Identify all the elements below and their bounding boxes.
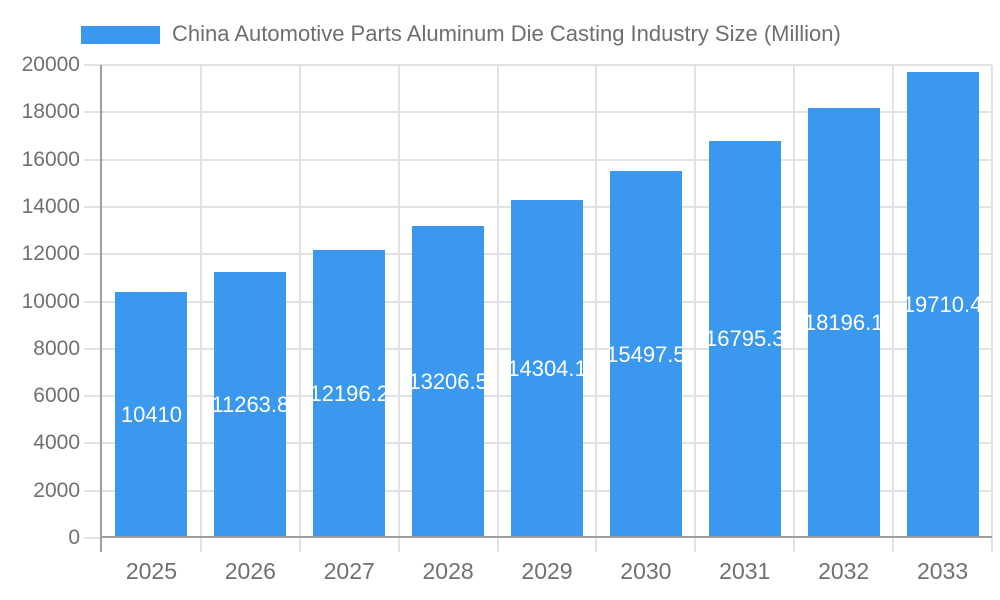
y-axis-tick-mark [84,442,102,445]
y-axis-tick-label: 18000 [21,100,80,124]
y-axis-tick-mark [84,395,102,398]
gridline-vertical [397,65,400,552]
bar-value-label: 16795.3 [705,326,785,352]
gridline-vertical [694,65,697,552]
gridline-vertical [793,65,796,552]
x-axis-tick-label: 2026 [224,558,276,584]
gridline-horizontal [102,64,992,66]
y-axis-tick-mark [84,253,102,256]
bar-value-label: 10410 [120,401,183,427]
bar [609,171,682,538]
y-axis-tick-label: 14000 [21,194,80,218]
bar-value-label: 19710.4 [902,291,983,317]
gridline-horizontal [102,158,992,161]
bar-value-label: 12196.2 [309,380,389,406]
bar [214,271,287,538]
plot-area: 10410 11263.8 12196.2 13206.5 14304.1 15497.5… [102,64,993,552]
y-axis-tick-mark [84,111,102,114]
bar [906,71,979,538]
x-axis-tick-label: 2025 [125,558,178,584]
x-axis-tick-label: 2027 [323,558,375,584]
gridline-vertical [892,65,895,552]
bar-value-label: 13206.5 [408,368,488,394]
x-axis-tick-label: 2030 [620,558,672,584]
bar-value-label: 15497.5 [606,341,686,367]
gridline-horizontal [102,111,992,114]
y-axis-tick-mark [84,537,102,539]
bar [313,249,386,538]
y-axis-tick-mark [84,347,102,350]
y-axis-tick-mark [84,205,102,208]
y-axis-tick-label: 20000 [21,53,80,76]
y-axis-tick-mark [84,300,102,303]
y-axis-tick-label: 6000 [33,384,80,408]
gridline-vertical [199,65,202,552]
y-axis-tick-mark [84,489,102,492]
y-axis-tick-label: 0 [68,526,80,549]
y-axis-line [100,65,102,552]
bar [511,199,583,538]
legend-label: China Automotive Parts Aluminum Die Cast… [172,21,841,46]
bar [412,225,485,538]
y-axis-tick-label: 4000 [33,431,80,455]
y-axis-tick-mark [84,158,102,161]
y-axis-tick-label: 8000 [33,336,80,360]
x-axis-tick-label: 2033 [916,558,969,584]
bar [807,107,880,538]
bar-value-label: 18196.1 [803,309,884,335]
y-axis-tick-label: 16000 [21,147,80,171]
x-axis-tick-label: 2028 [422,558,474,584]
bar-value-label: 11263.8 [211,391,290,417]
y-axis-tick-mark [84,64,102,66]
legend-swatch [81,26,160,44]
bar-value-label: 14304.1 [507,355,587,381]
gridline-vertical [298,65,301,552]
x-axis-line [102,536,992,538]
bar [115,291,188,538]
y-axis-tick-label: 12000 [21,242,80,266]
x-axis-tick-label: 2032 [818,558,870,584]
x-axis-tick-label: 2029 [521,558,573,584]
x-axis-tick-label: 2031 [719,558,771,584]
bar [708,140,781,538]
gridline-vertical [595,65,598,552]
y-axis-tick-label: 2000 [33,478,80,502]
y-axis-tick-label: 10000 [21,289,80,313]
gridline-vertical [991,65,993,552]
gridline-vertical [496,65,499,552]
